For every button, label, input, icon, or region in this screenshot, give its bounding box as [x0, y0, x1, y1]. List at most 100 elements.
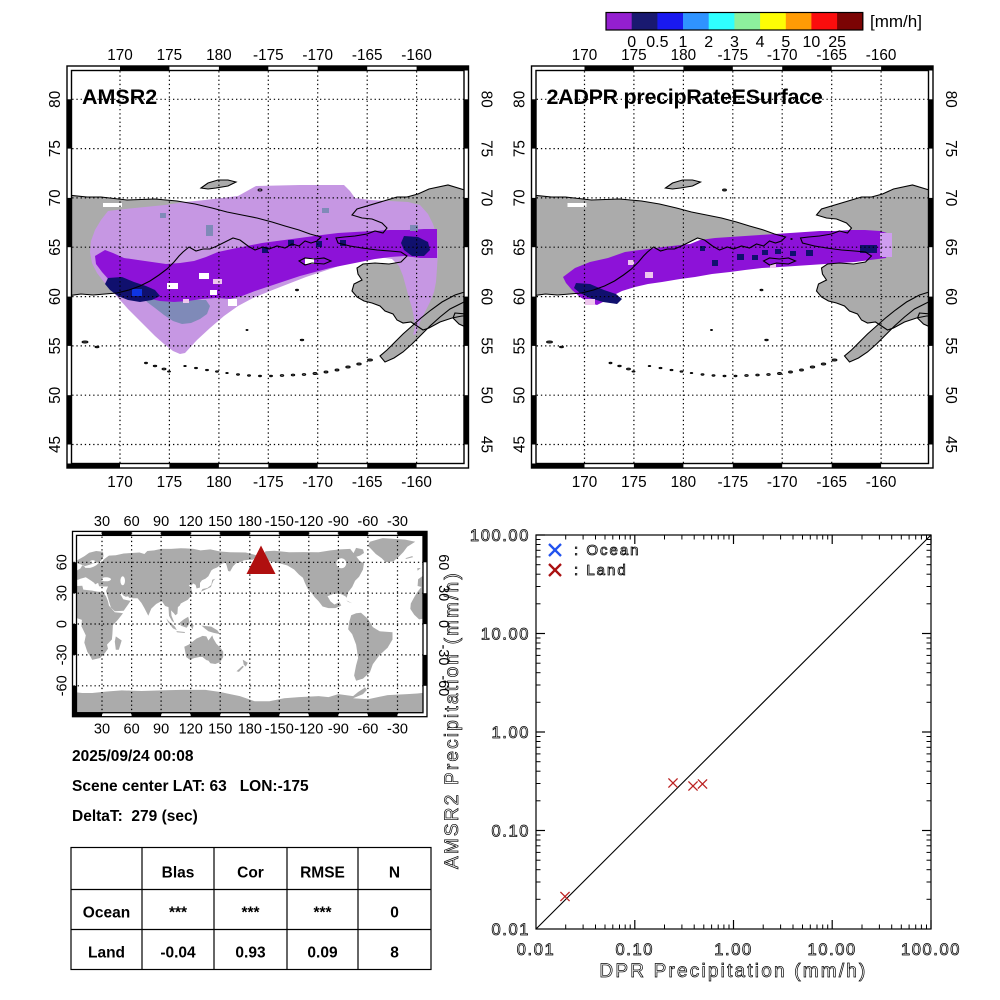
svg-text:60: 60: [435, 554, 451, 570]
svg-text:75: 75: [47, 140, 64, 157]
svg-text:55: 55: [478, 337, 495, 354]
svg-text:-175: -175: [717, 47, 748, 64]
svg-text:Cor: Cor: [237, 865, 264, 882]
svg-text:70: 70: [478, 189, 495, 206]
svg-text:90: 90: [153, 514, 169, 530]
svg-text:Blas: Blas: [162, 865, 195, 882]
svg-text:-150: -150: [265, 514, 294, 530]
svg-text:0.01: 0.01: [517, 941, 556, 959]
svg-text:70: 70: [942, 189, 959, 206]
svg-text:120: 120: [179, 514, 203, 530]
svg-text:1.00: 1.00: [491, 724, 530, 742]
svg-text:60: 60: [478, 288, 495, 305]
svg-text:0.93: 0.93: [235, 945, 266, 962]
svg-text:***: ***: [313, 905, 332, 922]
svg-text:30: 30: [55, 585, 71, 601]
svg-text:RMSE: RMSE: [300, 865, 345, 882]
svg-text:60: 60: [47, 288, 64, 305]
svg-text:170: 170: [107, 474, 133, 491]
svg-text:-170: -170: [302, 47, 333, 64]
svg-text:-60: -60: [435, 675, 451, 696]
svg-text:1.00: 1.00: [714, 941, 753, 959]
svg-text:55: 55: [942, 337, 959, 354]
svg-text:AMSR2 Precipitation (mm/h): AMSR2 Precipitation (mm/h): [442, 571, 463, 869]
svg-text:1: 1: [679, 34, 688, 51]
svg-text:170: 170: [572, 47, 598, 64]
svg-text:180: 180: [206, 47, 232, 64]
svg-text:[mm/h]: [mm/h]: [870, 12, 922, 31]
svg-text:100.00: 100.00: [470, 527, 530, 545]
svg-text:65: 65: [47, 239, 64, 256]
svg-text:: Ocean: : Ocean: [574, 542, 641, 559]
svg-text:2025/09/24 00:08: 2025/09/24 00:08: [72, 748, 194, 765]
svg-text:70: 70: [47, 189, 64, 206]
svg-text:0.01: 0.01: [491, 921, 530, 939]
svg-text:-165: -165: [816, 474, 847, 491]
svg-text:50: 50: [942, 387, 959, 404]
svg-text:60: 60: [942, 288, 959, 305]
svg-text:DeltaT: 279 (sec): DeltaT: 279 (sec): [72, 808, 198, 825]
svg-text:-150: -150: [265, 722, 294, 738]
svg-text:180: 180: [671, 474, 697, 491]
svg-text:0: 0: [54, 620, 70, 628]
svg-text:-165: -165: [816, 47, 847, 64]
svg-text:175: 175: [621, 474, 647, 491]
svg-text:0.5: 0.5: [646, 34, 668, 51]
svg-text:N: N: [389, 865, 400, 882]
svg-text:65: 65: [942, 239, 959, 256]
svg-text:0: 0: [390, 905, 399, 922]
svg-text:180: 180: [206, 474, 232, 491]
svg-text:100.00: 100.00: [901, 941, 961, 959]
svg-text:175: 175: [621, 47, 647, 64]
svg-text:25: 25: [828, 34, 846, 51]
svg-text:2ADPR precipRateESurface: 2ADPR precipRateESurface: [547, 85, 823, 109]
svg-text:45: 45: [512, 436, 529, 453]
svg-text:-120: -120: [294, 514, 323, 530]
svg-text:-175: -175: [717, 474, 748, 491]
svg-text:-170: -170: [767, 47, 798, 64]
svg-text:10: 10: [803, 34, 821, 51]
svg-text:-165: -165: [352, 47, 383, 64]
svg-text:150: 150: [208, 722, 232, 738]
svg-text:: Land: : Land: [574, 562, 628, 579]
svg-text:30: 30: [435, 585, 451, 601]
svg-text:-170: -170: [767, 474, 798, 491]
svg-text:75: 75: [478, 140, 495, 157]
svg-text:90: 90: [153, 722, 169, 738]
svg-text:-30: -30: [435, 644, 451, 665]
svg-text:50: 50: [47, 387, 64, 404]
svg-text:50: 50: [478, 387, 495, 404]
svg-text:45: 45: [942, 436, 959, 453]
svg-text:5: 5: [781, 34, 790, 51]
svg-text:55: 55: [47, 337, 64, 354]
svg-text:80: 80: [47, 91, 64, 108]
svg-text:0: 0: [627, 34, 636, 51]
svg-text:8: 8: [390, 945, 399, 962]
svg-text:65: 65: [478, 239, 495, 256]
svg-text:45: 45: [47, 436, 64, 453]
svg-text:0.10: 0.10: [491, 823, 530, 841]
svg-text:10.00: 10.00: [481, 626, 530, 644]
svg-text:-175: -175: [253, 47, 284, 64]
svg-text:-160: -160: [401, 47, 432, 64]
svg-text:0.09: 0.09: [307, 945, 338, 962]
svg-text:60: 60: [55, 554, 71, 570]
svg-text:50: 50: [512, 387, 529, 404]
svg-text:80: 80: [478, 91, 495, 108]
svg-text:***: ***: [169, 905, 188, 922]
svg-text:-60: -60: [357, 514, 378, 530]
svg-text:30: 30: [94, 722, 110, 738]
svg-text:-30: -30: [387, 722, 408, 738]
svg-text:0: 0: [435, 620, 451, 628]
svg-text:-60: -60: [54, 675, 70, 696]
svg-text:-160: -160: [866, 47, 897, 64]
svg-text:10.00: 10.00: [808, 941, 857, 959]
svg-text:60: 60: [512, 288, 529, 305]
svg-text:-90: -90: [328, 514, 349, 530]
svg-text:-160: -160: [866, 474, 897, 491]
svg-text:45: 45: [478, 436, 495, 453]
svg-text:80: 80: [512, 91, 529, 108]
svg-text:75: 75: [512, 140, 529, 157]
svg-text:-120: -120: [294, 722, 323, 738]
svg-text:-0.04: -0.04: [160, 945, 196, 962]
